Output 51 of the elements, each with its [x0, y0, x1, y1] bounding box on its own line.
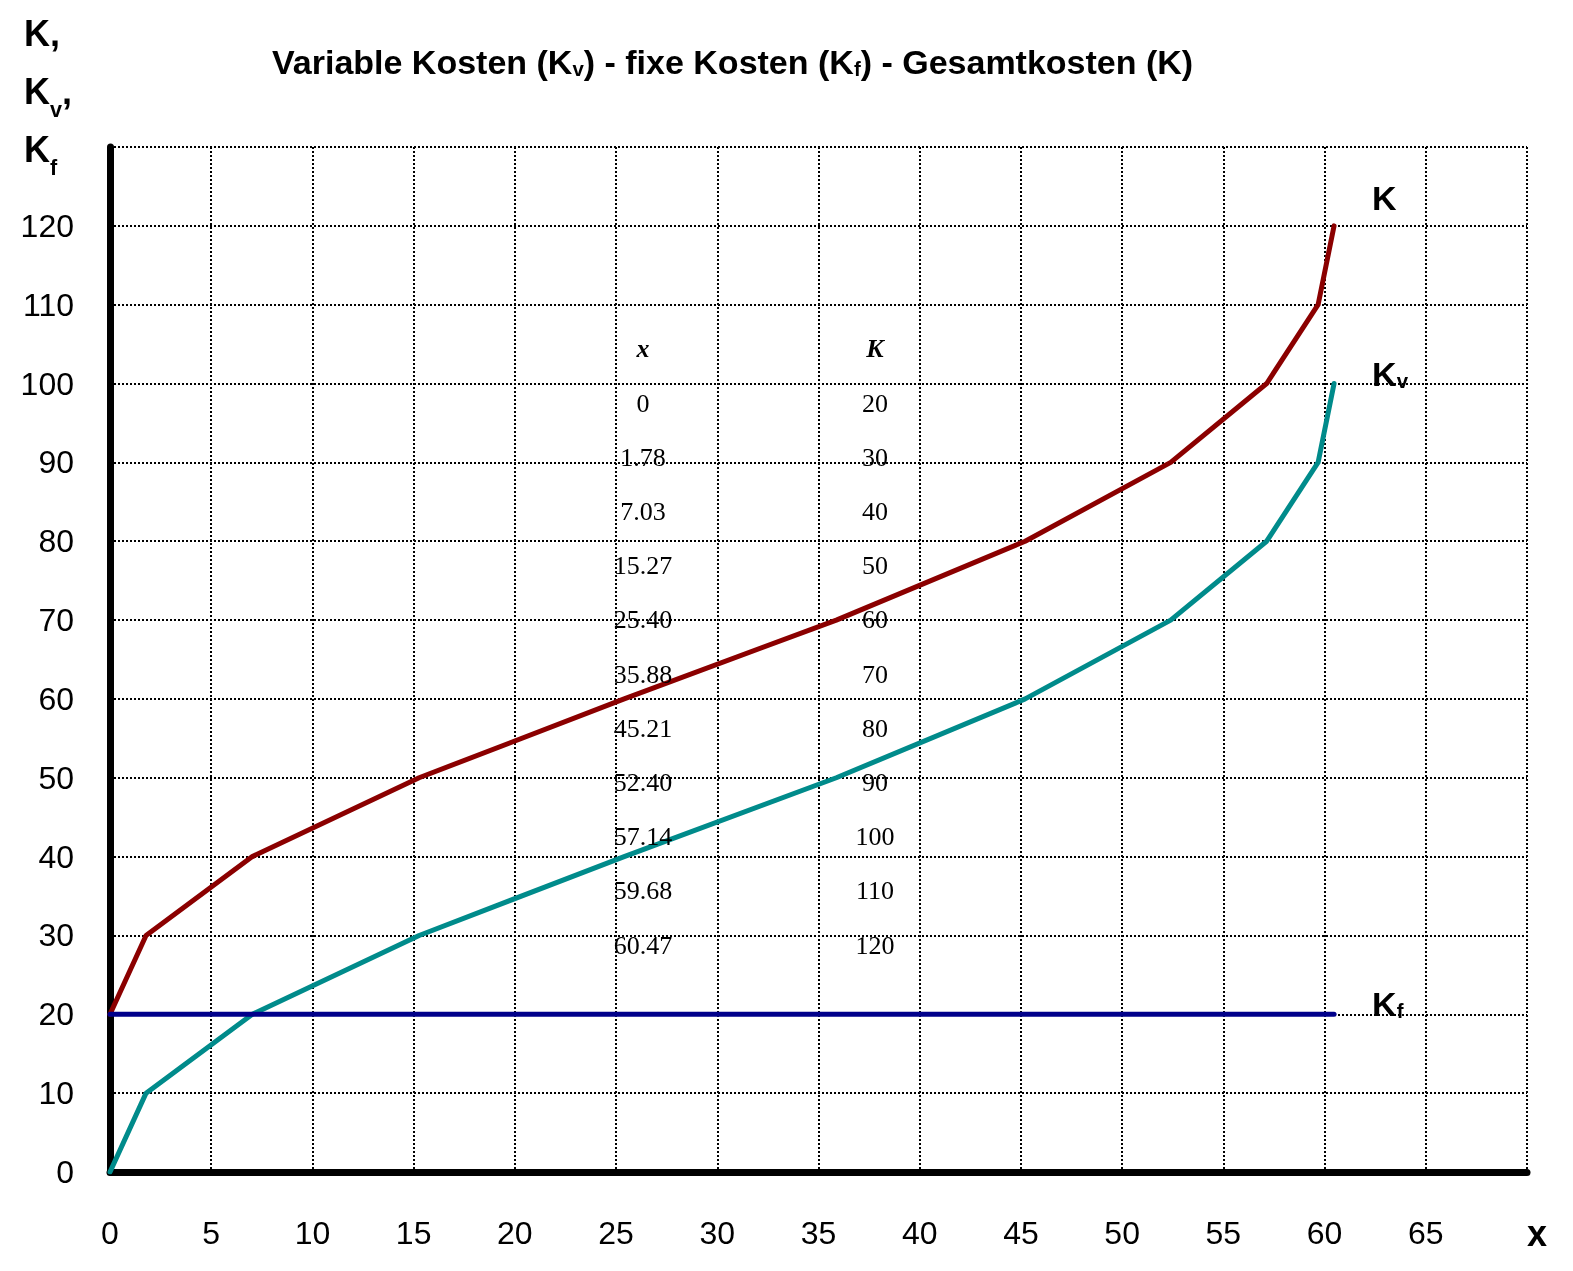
x-tick-label: 55 — [1205, 1215, 1242, 1251]
chart-title: Variable Kosten (Kv) - fixe Kosten (Kf) - Gesamtkosten (K) — [272, 43, 1194, 81]
annotation: 30 — [862, 442, 888, 472]
y-tick-label: 110 — [22, 286, 74, 323]
annotation: 40 — [862, 496, 888, 526]
annotation: 80 — [862, 713, 888, 743]
y-tick-label: 70 — [38, 602, 74, 639]
x-tick-label: 30 — [699, 1215, 736, 1251]
y-tick-label: 0 — [56, 1154, 74, 1190]
x-tick-label: 5 — [202, 1215, 221, 1251]
y-tick-label: 60 — [38, 680, 74, 717]
annotation: 100 — [855, 822, 895, 852]
x-tick-label: 25 — [598, 1215, 634, 1251]
series-label: K — [1372, 178, 1398, 217]
y-tick-label: 10 — [38, 1075, 74, 1112]
annotation: 20 — [862, 388, 888, 418]
y-tick-label: 120 — [20, 207, 74, 244]
annotation: 59.68 — [613, 876, 673, 906]
annotation: 70 — [862, 659, 888, 689]
annotation: 120 — [855, 930, 895, 960]
annotation: 0 — [636, 388, 650, 418]
y-tick-label: 20 — [38, 996, 74, 1033]
x-tick-label: 10 — [294, 1215, 331, 1251]
x-tick-label: 40 — [901, 1215, 938, 1251]
series-label: Kf — [1372, 985, 1404, 1024]
y-tick-label: 40 — [38, 838, 74, 875]
x-tick-label: 65 — [1407, 1215, 1444, 1251]
annotation: 57.14 — [613, 822, 673, 852]
annotation: 90 — [862, 767, 888, 797]
y-tick-label: 50 — [38, 759, 74, 796]
x-tick-label: 60 — [1306, 1215, 1343, 1251]
annotation: x — [635, 333, 650, 363]
y-tick-label: 100 — [20, 365, 74, 402]
annotation: 60.47 — [613, 930, 673, 960]
annotation: 35.88 — [613, 659, 673, 689]
x-tick-label: 50 — [1104, 1215, 1140, 1251]
y-tick-label: 30 — [38, 917, 74, 954]
x-tick-label: 35 — [800, 1215, 837, 1251]
y-tick-label: 90 — [38, 444, 74, 481]
annotation: 45.21 — [613, 713, 673, 743]
x-tick-label: 45 — [1003, 1215, 1039, 1251]
x-tick-label: 15 — [395, 1215, 432, 1251]
x-tick-label: 0 — [101, 1215, 119, 1251]
x-tick-label: 20 — [497, 1215, 533, 1251]
annotation: K — [865, 333, 886, 363]
annotation: 15.27 — [613, 551, 673, 581]
y-tick-label: 80 — [38, 523, 74, 560]
annotation: 50 — [862, 551, 888, 581]
annotation: 110 — [855, 876, 895, 906]
annotation: 7.03 — [620, 496, 666, 526]
x-axis-title: x — [1527, 1212, 1548, 1254]
